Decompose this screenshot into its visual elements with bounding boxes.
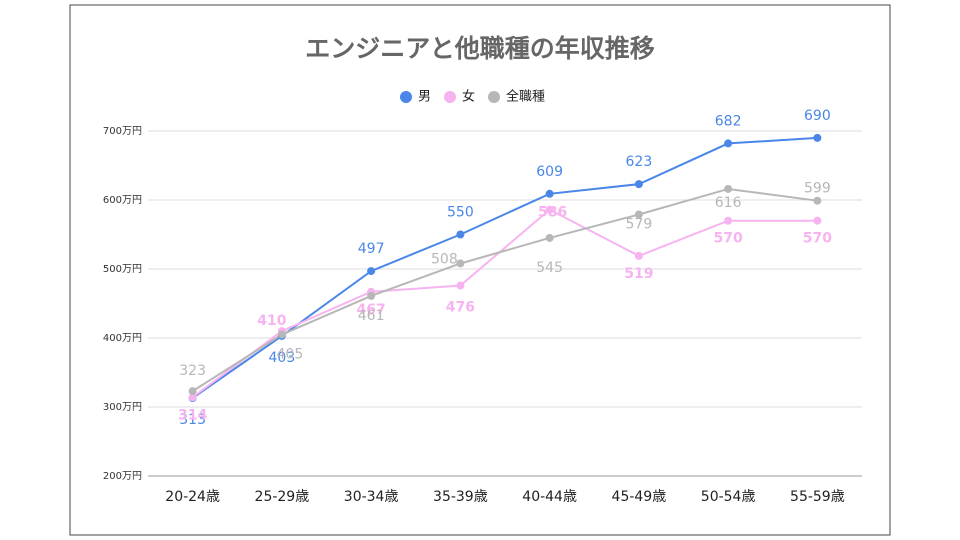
data-label: 467 xyxy=(357,302,386,318)
data-point xyxy=(367,291,376,300)
y-tick-label: 200万円 xyxy=(103,471,142,482)
data-point xyxy=(634,210,643,219)
y-tick-label: 400万円 xyxy=(103,333,142,344)
data-point xyxy=(724,139,733,148)
data-point xyxy=(634,180,643,189)
x-tick-label: 55-59歳 xyxy=(790,489,845,505)
legend-label: 男 xyxy=(418,90,431,105)
data-label: 403 xyxy=(269,350,296,366)
data-point xyxy=(813,133,822,142)
data-label: 570 xyxy=(803,231,832,247)
legend-marker xyxy=(444,91,456,103)
data-point xyxy=(634,251,643,260)
data-label: 570 xyxy=(714,231,743,247)
data-label: 410 xyxy=(257,313,286,329)
x-tick-label: 35-39歳 xyxy=(433,489,488,505)
data-label: 508 xyxy=(431,251,458,267)
data-label: 579 xyxy=(626,216,653,232)
legend-marker xyxy=(488,91,500,103)
y-tick-label: 500万円 xyxy=(103,264,142,275)
data-point xyxy=(724,216,733,225)
data-point xyxy=(545,189,554,198)
x-tick-label: 45-49歳 xyxy=(612,489,667,505)
data-label: 623 xyxy=(626,154,653,170)
data-label: 599 xyxy=(804,181,831,197)
x-tick-label: 25-29歳 xyxy=(255,489,310,505)
data-point xyxy=(813,196,822,205)
data-label: 405 xyxy=(277,347,304,363)
data-point xyxy=(456,281,465,290)
data-point xyxy=(545,233,554,242)
data-label: 586 xyxy=(538,205,567,221)
data-label: 545 xyxy=(536,260,563,276)
legend-label: 全職種 xyxy=(506,89,545,105)
y-tick-label: 300万円 xyxy=(103,402,142,413)
data-point xyxy=(813,216,822,225)
x-tick-label: 30-34歳 xyxy=(344,489,399,505)
data-label: 519 xyxy=(624,266,653,282)
legend: 男 女 全職種 xyxy=(400,89,545,105)
data-label: 314 xyxy=(178,407,207,423)
series-line xyxy=(192,208,818,399)
legend-marker xyxy=(400,91,412,103)
legend-label: 女 xyxy=(462,89,475,105)
series-line xyxy=(192,187,818,392)
chart-title: エンジニアと他職種の年収推移 xyxy=(305,34,655,63)
data-label: 609 xyxy=(536,164,563,180)
data-label: 313 xyxy=(179,412,206,428)
data-point xyxy=(456,230,465,239)
data-label: 682 xyxy=(715,113,742,129)
x-tick-label: 40-44歳 xyxy=(522,489,577,505)
x-tick-label: 50-54歳 xyxy=(701,489,756,505)
y-tick-label: 700万円 xyxy=(103,126,142,137)
data-point xyxy=(545,205,554,214)
x-tick-label: 20-24歳 xyxy=(165,489,220,505)
data-point xyxy=(188,393,197,402)
data-point xyxy=(277,330,286,339)
data-point xyxy=(367,267,376,276)
data-point xyxy=(456,259,465,268)
data-label: 616 xyxy=(715,195,742,211)
data-point xyxy=(724,184,733,193)
y-tick-label: 600万円 xyxy=(103,195,142,206)
data-label: 323 xyxy=(179,363,206,379)
data-label: 550 xyxy=(447,205,474,221)
data-label: 690 xyxy=(804,108,831,124)
data-label: 476 xyxy=(446,300,475,316)
data-point xyxy=(188,387,197,396)
data-label: 497 xyxy=(358,241,385,257)
data-label: 461 xyxy=(358,308,385,324)
